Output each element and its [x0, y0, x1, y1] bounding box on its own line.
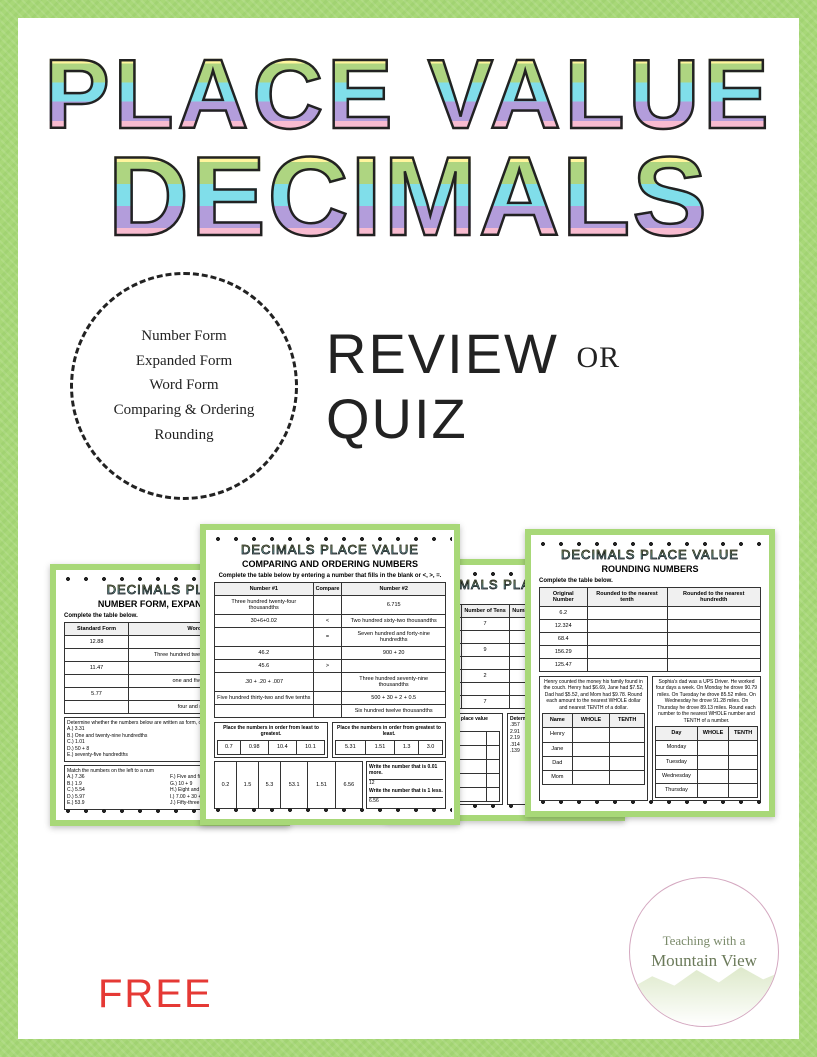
sheet2-instr: Complete the table below by entering a n…: [214, 573, 446, 579]
badge-item: Word Form: [149, 373, 218, 398]
quiz-text: QUIZ: [326, 387, 468, 450]
sheet4-table: Original NumberRounded to the nearest te…: [539, 587, 761, 672]
sheet4-title: DECIMALS PLACE VALUE: [539, 547, 761, 562]
title-block: PLACE VALUE DECIMALS: [40, 46, 777, 252]
preview-sheet-4: DECIMALS PLACE VALUE ROUNDING NUMBERS Co…: [525, 529, 775, 817]
badge-item: Comparing & Ordering: [114, 398, 255, 423]
page-border: PLACE VALUE DECIMALS Number Form Expande…: [0, 0, 817, 1057]
preview-sheets: DECIMALS PLACE NUMBER FORM, EXPANDED FOR…: [50, 524, 767, 864]
sheet4-sub: ROUNDING NUMBERS: [539, 564, 761, 574]
free-label: FREE: [98, 972, 213, 1017]
badge-item: Number Form: [141, 324, 226, 349]
topics-badge: Number Form Expanded Form Word Form Comp…: [70, 272, 298, 500]
sheet2-sub: COMPARING AND ORDERING NUMBERS: [214, 559, 446, 569]
review-text: REVIEW: [326, 322, 559, 385]
brand-line1: Teaching with a: [651, 933, 757, 949]
badge-item: Rounding: [154, 423, 213, 448]
sheet4-instr: Complete the table below.: [539, 578, 761, 584]
badge-item: Expanded Form: [136, 349, 232, 374]
title-line2: DECIMALS: [108, 142, 709, 252]
preview-sheet-2: DECIMALS PLACE VALUE COMPARING AND ORDER…: [200, 524, 460, 826]
or-text: OR: [576, 341, 620, 374]
brand-logo: Teaching with a Mountain View: [629, 877, 779, 1027]
title-line1: PLACE VALUE: [44, 46, 772, 142]
mid-row: Number Form Expanded Form Word Form Comp…: [70, 272, 777, 500]
sheet2-table: Number #1CompareNumber #2 Three hundred …: [214, 582, 446, 718]
review-or-quiz: REVIEW OR QUIZ: [326, 321, 777, 451]
page-content: PLACE VALUE DECIMALS Number Form Expande…: [18, 18, 799, 1039]
brand-line2: Mountain View: [651, 950, 757, 971]
sheet2-title: DECIMALS PLACE VALUE: [214, 542, 446, 557]
